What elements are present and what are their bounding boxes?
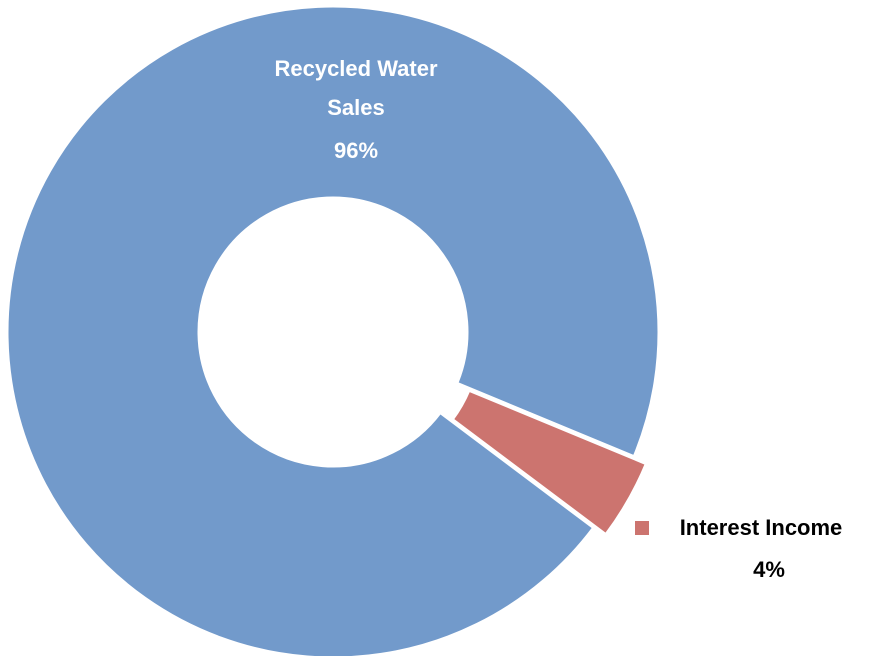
label-recycled-water-sales: Recycled Water Sales 96% [274,56,437,163]
slice-interest-income [450,388,649,537]
slice-name-line-1: Interest Income [680,515,843,540]
chart-slices [5,4,661,656]
slice-recycled-water-sales [5,4,661,656]
slice-name-line-1: Recycled Water [274,56,437,81]
label-interest-income: Interest Income 4% [635,515,842,582]
slice-percent-label: 4% [753,557,785,582]
slice-key-swatch [635,521,649,535]
slice-name-line-2: Sales [327,95,385,120]
slice-percent-label: 96% [334,138,378,163]
